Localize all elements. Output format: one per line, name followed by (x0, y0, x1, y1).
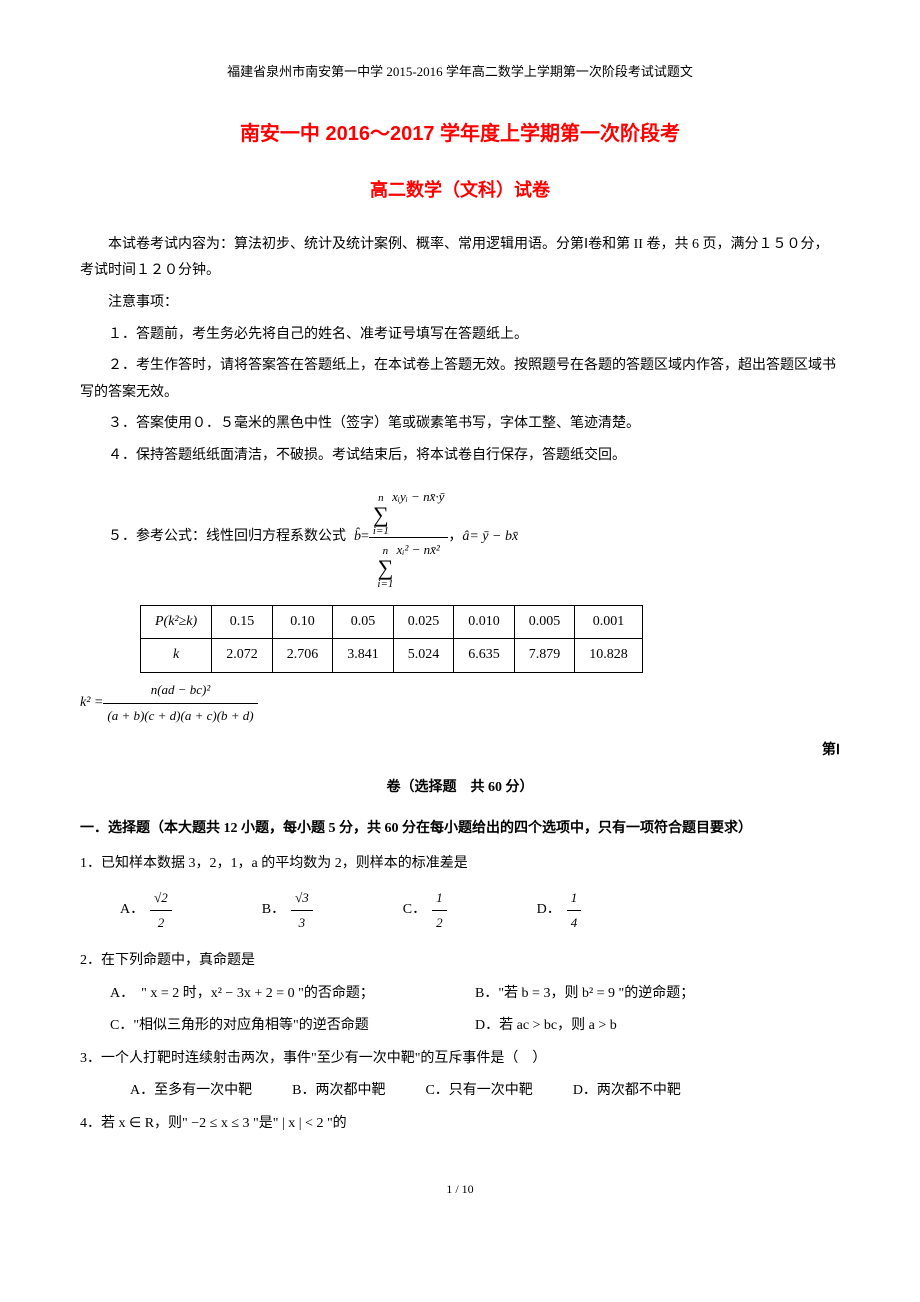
table-cell: 3.841 (333, 639, 394, 673)
q1-opt-a: A． √22 (120, 886, 172, 936)
part-1-title: 一．选择题（本大题共 12 小题，每小题 5 分，共 60 分在每小题给出的四个… (94, 816, 840, 843)
q1-options: A． √22 B． √33 C． 12 D． 14 (120, 886, 840, 936)
q2-opt-a: A． " x = 2 时，x² − 3x + 2 = 0 "的否命题； (110, 981, 475, 1008)
table-cell: k (141, 639, 212, 673)
doc-subtitle: 高二数学（文科）试卷 (80, 173, 840, 207)
q3-opt-a: A．至多有一次中靶 (130, 1078, 252, 1105)
table-cell: 0.010 (454, 605, 515, 639)
q2-opt-c: C．"相似三角形的对应角相等"的逆否命题 (110, 1013, 475, 1040)
table-cell: 5.024 (393, 639, 454, 673)
table-cell: 0.001 (575, 605, 643, 639)
table-cell: 0.005 (514, 605, 575, 639)
notice-3: ３．答案使用０．５毫米的黑色中性（签字）笔或碳素笔书写，字体工整、笔迹清楚。 (80, 411, 840, 438)
chi-square-table: P(k²≥k) 0.15 0.10 0.05 0.025 0.010 0.005… (140, 605, 840, 673)
table-cell: 0.10 (272, 605, 333, 639)
b-hat: b̂ (354, 524, 361, 551)
intro-text: 本试卷考试内容为：算法初步、统计及统计案例、概率、常用逻辑用语。分第Ⅰ卷和第 I… (80, 232, 840, 285)
question-1: 1．已知样本数据 3，2，1，a 的平均数为 2，则样本的标准差是 (80, 851, 840, 878)
q1-opt-c: C． 12 (403, 886, 447, 936)
table-cell: P(k²≥k) (141, 605, 212, 639)
table-cell: 10.828 (575, 639, 643, 673)
q3-opt-b: B．两次都中靶 (292, 1078, 385, 1105)
q1-opt-d: D． 14 (537, 886, 582, 936)
q3-opt-d: D．两次都不中靶 (573, 1078, 681, 1105)
q3-opt-c: C．只有一次中靶 (425, 1078, 532, 1105)
k-squared-formula: k² = n(ad − bc)² (a + b)(c + d)(a + c)(b… (80, 678, 840, 728)
table-cell: 6.635 (454, 639, 515, 673)
q2-row2: C．"相似三角形的对应角相等"的逆否命题 D．若 ac > bc，则 a > b (110, 1013, 840, 1040)
section-1-title: 卷（选择题 共 60 分） (80, 775, 840, 802)
notice-1: １．答题前，考生务必先将自己的姓名、准考证号填写在答题纸上。 (80, 322, 840, 349)
sum-bot: n ∑ i=1 (377, 546, 393, 590)
a-hat: â (462, 524, 469, 551)
q2-row1: A． " x = 2 时，x² − 3x + 2 = 0 "的否命题； B．"若… (110, 981, 840, 1008)
page-number: 1 / 10 (80, 1178, 840, 1201)
table-row: P(k²≥k) 0.15 0.10 0.05 0.025 0.010 0.005… (141, 605, 643, 639)
a-hat-rhs: = ȳ − bx̄ (469, 524, 518, 551)
table-cell: 7.879 (514, 639, 575, 673)
sum-top: n ∑ i=1 (373, 493, 389, 537)
regression-formula: ５．参考公式：线性回归方程系数公式 b̂ = n ∑ i=1 xᵢyᵢ − nx… (80, 485, 840, 590)
regression-fraction: n ∑ i=1 xᵢyᵢ − nx̄·ȳ n ∑ i=1 xᵢ² − nx̄² (369, 485, 448, 590)
doc-title: 南安一中 2016～2017 学年度上学期第一次阶段考 (80, 115, 840, 153)
table-cell: 2.706 (272, 639, 333, 673)
table-cell: 2.072 (212, 639, 273, 673)
table-cell: 0.05 (333, 605, 394, 639)
notice-label: 注意事项： (80, 290, 840, 317)
question-4: 4．若 x ∈ R，则" −2 ≤ x ≤ 3 "是" | x | < 2 "的 (80, 1111, 840, 1138)
eq-sign: = (361, 524, 369, 551)
doc-header: 福建省泉州市南安第一中学 2015-2016 学年高二数学上学期第一次阶段考试试… (80, 60, 840, 85)
notice-2: ２．考生作答时，请将答案答在答题纸上，在本试卷上答题无效。按照题号在各题的答题区… (80, 353, 840, 406)
q2-opt-d: D．若 ac > bc，则 a > b (475, 1013, 840, 1040)
q2-opt-b: B．"若 b = 3，则 b² = 9 "的逆命题； (475, 981, 840, 1008)
section-1-marker: 第Ⅰ (80, 738, 840, 765)
q3-options: A．至多有一次中靶 B．两次都中靶 C．只有一次中靶 D．两次都不中靶 (130, 1078, 840, 1105)
question-3: 3．一个人打靶时连续射击两次，事件"至少有一次中靶"的互斥事件是（ ） (80, 1046, 840, 1073)
formula-prefix: ５．参考公式：线性回归方程系数公式 (80, 524, 346, 551)
table-cell: 0.025 (393, 605, 454, 639)
table-row: k 2.072 2.706 3.841 5.024 6.635 7.879 10… (141, 639, 643, 673)
q1-opt-b: B． √33 (262, 886, 313, 936)
formula-comma: ， (448, 524, 462, 551)
question-2: 2．在下列命题中，真命题是 (80, 948, 840, 975)
table-cell: 0.15 (212, 605, 273, 639)
notice-4: ４．保持答题纸纸面清洁，不破损。考试结束后，将本试卷自行保存，答题纸交回。 (80, 443, 840, 470)
